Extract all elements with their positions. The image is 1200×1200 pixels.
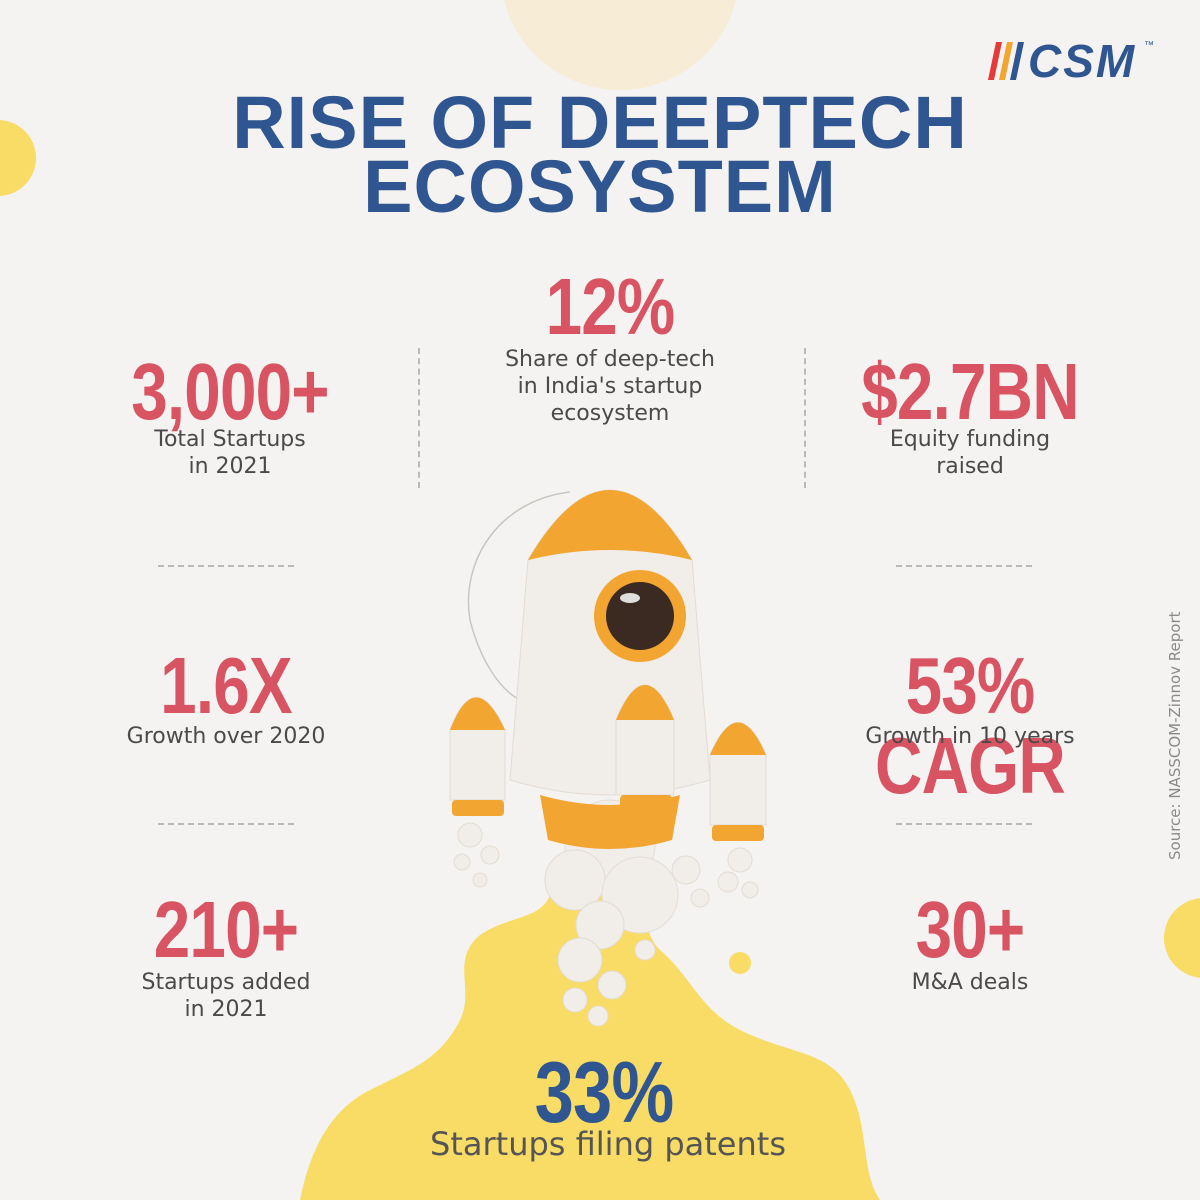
stat-share-label-3: ecosystem: [550, 401, 670, 426]
logo-stripes-icon: [988, 42, 1024, 80]
stat-funding-label-1: Equity funding: [889, 427, 1051, 452]
divider-right-1: [896, 565, 1032, 567]
stat-funding-label-2: raised: [936, 454, 1004, 479]
stat-added-label-2: in 2021: [184, 997, 268, 1022]
stat-share-value: 12%: [545, 262, 676, 351]
stat-total-startups-label-1: Total Startups: [154, 427, 306, 452]
yellow-splash: [300, 869, 880, 1200]
divider-vertical-left: [418, 348, 420, 488]
logo-text: CSM: [1028, 35, 1137, 87]
stat-funding-value: $2.7BN: [861, 347, 1079, 436]
stat-total-startups-label-2: in 2021: [188, 454, 272, 479]
stat-patents-value: 33%: [534, 1045, 675, 1141]
brand-logo: CSM ™: [988, 35, 1168, 87]
page-title-line2: ECOSYSTEM: [363, 145, 837, 228]
stat-share-label-1: Share of deep-tech: [505, 347, 715, 372]
stat-cagr-value: 53% CAGR: [875, 641, 1066, 810]
stat-patents-label-1: Startups filing patents: [430, 1125, 786, 1163]
divider-right-2: [896, 823, 1032, 825]
page-title-line1: RISE OF DEEPTECH: [232, 81, 968, 164]
stat-mna-value: 30+: [915, 885, 1026, 974]
divider-left-1: [158, 565, 294, 567]
stat-share-label-2: in India's startup: [517, 374, 703, 399]
stat-added-value: 210+: [153, 885, 299, 974]
stat-cagr-label-1: Growth in 10 years: [865, 724, 1075, 749]
source-note: Source: NASSCOM-Zinnov Report: [1166, 611, 1184, 860]
logo-trademark: ™: [1144, 40, 1154, 51]
stat-growth-label-1: Growth over 2020: [126, 724, 326, 749]
stat-growth-value: 1.6X: [160, 641, 292, 730]
stat-total-startups-value: 3,000+: [131, 347, 329, 436]
divider-vertical-right: [804, 348, 806, 488]
stat-mna-label-1: M&A deals: [911, 970, 1029, 995]
divider-left-2: [158, 823, 294, 825]
stat-added-label-1: Startups added: [141, 970, 311, 995]
